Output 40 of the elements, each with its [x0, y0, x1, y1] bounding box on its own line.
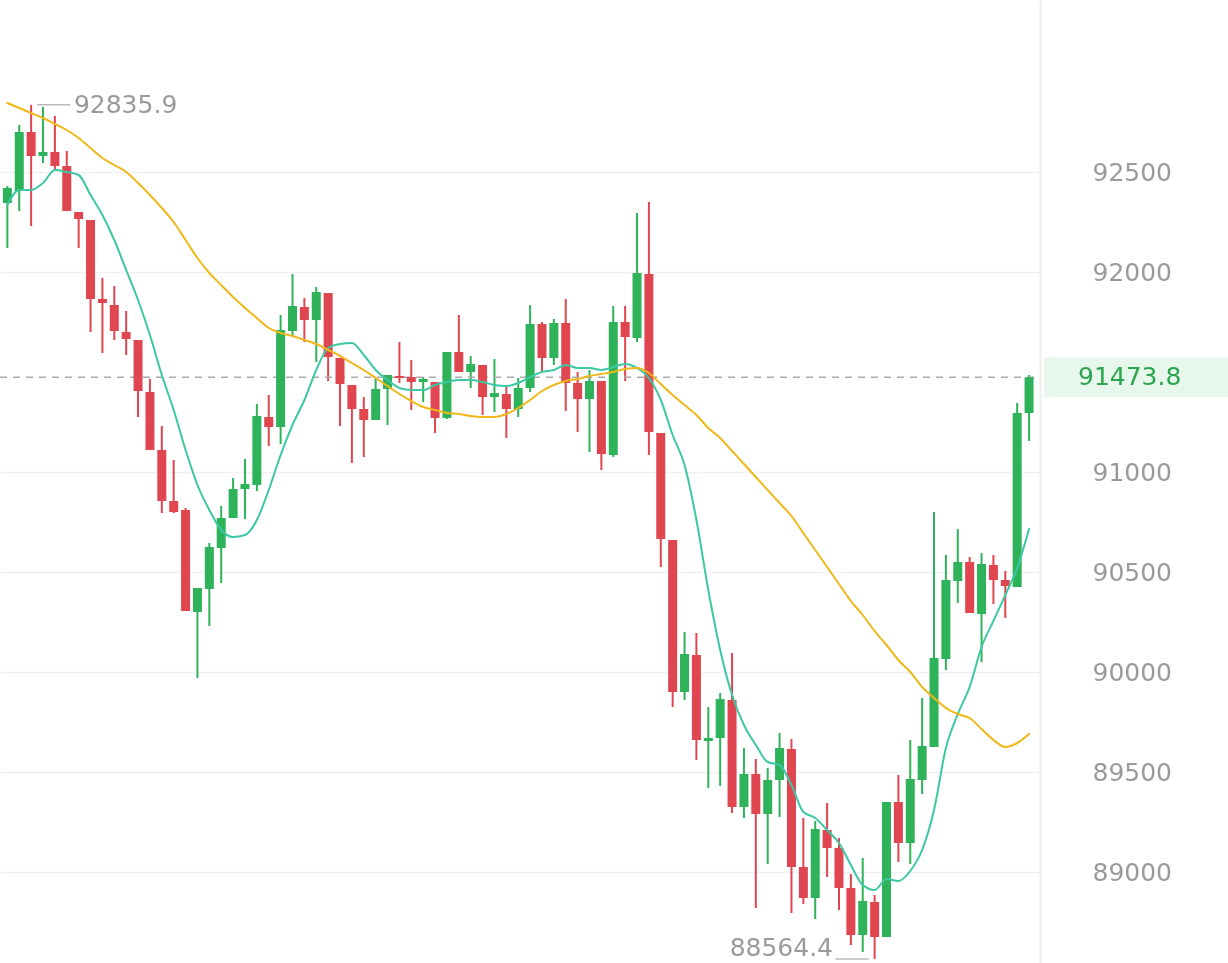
y-tick-label: 92000	[1092, 257, 1173, 287]
candlestick	[953, 528, 963, 604]
candlestick	[264, 394, 274, 447]
candlestick	[240, 458, 250, 520]
candlestick	[2, 185, 12, 249]
annotation: 92835.9	[73, 89, 178, 119]
candlestick	[121, 310, 131, 356]
candlestick	[1000, 570, 1010, 619]
candlestick	[573, 371, 583, 433]
candlestick	[454, 314, 464, 373]
candlestick	[97, 277, 107, 354]
candlestick	[620, 305, 630, 382]
candlestick	[822, 802, 832, 878]
annotation: 88564.4	[729, 933, 834, 963]
candlestick	[26, 103, 36, 227]
y-tick-label: 92500	[1092, 157, 1173, 187]
candlestick	[501, 386, 511, 439]
candlestick	[192, 587, 202, 679]
candlestick	[394, 341, 404, 384]
candlestick	[988, 554, 998, 605]
candlestick	[347, 384, 357, 464]
candlestick	[299, 297, 309, 343]
y-tick-label: 89000	[1092, 857, 1173, 887]
candlestick	[50, 115, 60, 172]
candlestick	[513, 377, 523, 418]
candlestick	[703, 706, 713, 789]
candlestick	[359, 396, 369, 458]
candlestick	[169, 459, 179, 514]
ref-line-label: 91473.8	[1078, 362, 1182, 392]
candlestick	[38, 106, 48, 164]
candlestick	[74, 211, 84, 249]
y-tick-label: 91000	[1092, 457, 1173, 487]
candlestick	[406, 359, 416, 411]
candlestick	[466, 355, 476, 389]
candlestick	[585, 369, 594, 453]
candlestick	[489, 358, 499, 413]
y-tick-label: 89500	[1092, 757, 1173, 787]
y-tick-label: 90500	[1092, 557, 1173, 587]
y-tick-label: 90000	[1092, 657, 1173, 687]
candlestick	[418, 376, 428, 403]
